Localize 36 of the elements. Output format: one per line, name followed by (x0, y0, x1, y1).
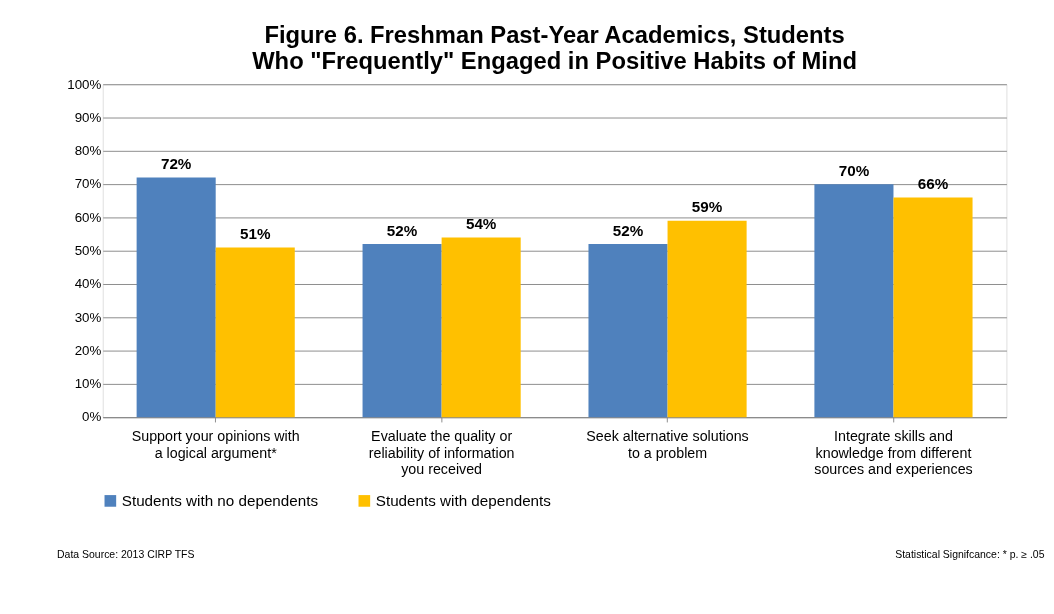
x-tick-label: Integrate skills and knowledge from different sources and experiences (814, 428, 973, 477)
y-tick-label: 100% (67, 76, 102, 92)
y-tick-label: 10% (74, 376, 102, 392)
text: 70% (838, 161, 870, 179)
text: 72% (160, 154, 192, 172)
text: 66% (917, 174, 949, 192)
x-tick-label: Evaluate the quality or reliability of information you received (368, 428, 515, 477)
x-tick-label: Support your opinions with a logical argument* (131, 428, 300, 461)
bar (667, 220, 747, 418)
bar (441, 237, 521, 418)
bar (362, 244, 442, 418)
text: 54% (465, 214, 497, 232)
text: 51% (240, 224, 271, 242)
chart-title: Figure 6. Freshman Past-Year Academics, Students Who "Frequently" Engaged in Positive Habits of Mind (252, 21, 857, 75)
y-tick-label: 80% (74, 143, 102, 159)
y-tick-label: 70% (74, 176, 102, 192)
bar (814, 184, 894, 418)
bar (588, 244, 668, 418)
x-tick-label: Seek alternative solutions to a problem (586, 428, 749, 461)
y-tick-label: 50% (74, 243, 102, 259)
y-tick-label: 20% (74, 342, 102, 358)
y-tick-label: 60% (74, 209, 102, 225)
text: 52% (386, 221, 418, 239)
bar (893, 197, 973, 418)
y-tick-label: 90% (74, 109, 102, 125)
bar (136, 177, 216, 418)
text: 52% (612, 221, 644, 239)
source-note: Data Source: 2013 CIRP TFS (57, 548, 195, 560)
legend-label: Students with dependents (375, 491, 552, 509)
legend-label: Students with no dependents (121, 491, 319, 509)
y-tick-label: 40% (74, 276, 102, 292)
y-tick-label: 0% (82, 409, 102, 425)
text: Statistical Signifcance: * p. ≥ .05 (895, 548, 1045, 560)
y-tick-label: 30% (74, 309, 102, 325)
text: 59% (691, 198, 723, 216)
bar (215, 247, 295, 418)
